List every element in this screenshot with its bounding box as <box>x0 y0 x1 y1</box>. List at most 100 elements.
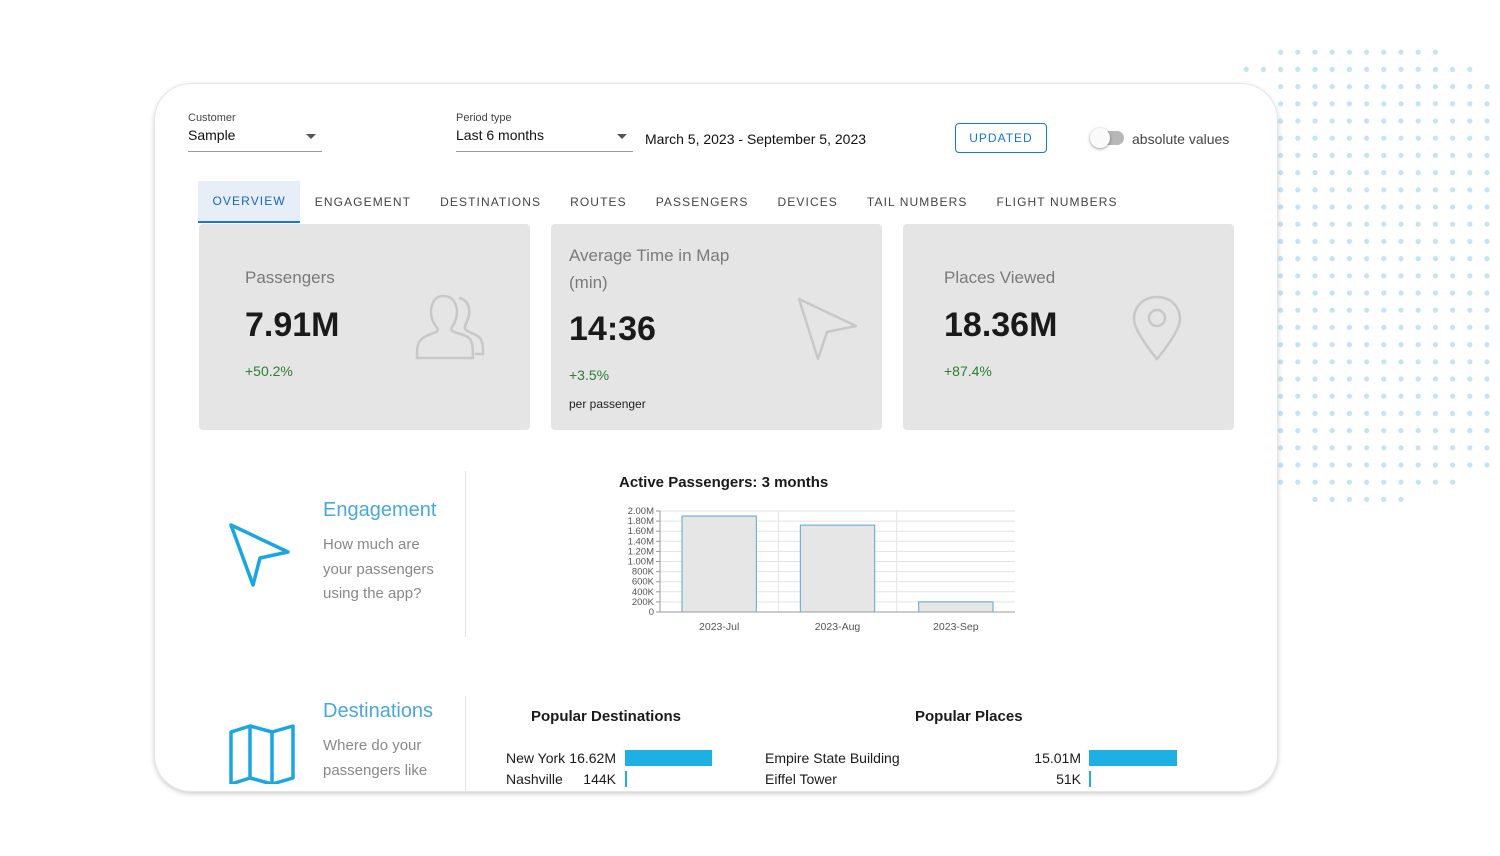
dot <box>1467 445 1473 451</box>
dot <box>1432 135 1438 141</box>
dot <box>1381 393 1387 399</box>
dot <box>1346 170 1352 176</box>
dot <box>1364 187 1370 193</box>
dot <box>1346 342 1352 348</box>
engagement-description: How much are your passengers using the a… <box>323 536 434 602</box>
dot <box>1484 410 1490 416</box>
dot <box>1312 170 1318 176</box>
x-tick-label: 2023-Jul <box>699 621 739 633</box>
dot <box>1415 49 1421 55</box>
dot <box>1329 359 1335 365</box>
tab-engagement[interactable]: ENGAGEMENT <box>314 195 412 209</box>
tab-destinations[interactable]: DESTINATIONS <box>440 195 542 209</box>
passengers-value: 7.91M <box>245 306 340 344</box>
dot <box>1329 324 1335 330</box>
dot <box>1329 187 1335 193</box>
dot <box>1381 66 1387 72</box>
dot <box>1398 307 1404 313</box>
tab-flight-numbers[interactable]: FLIGHT NUMBERS <box>996 195 1118 209</box>
tab-tail-numbers[interactable]: TAIL NUMBERS <box>866 195 968 209</box>
dot <box>1329 496 1335 502</box>
dot <box>1450 462 1456 468</box>
dot <box>1467 221 1473 227</box>
dot <box>1381 307 1387 313</box>
dot <box>1484 170 1490 176</box>
dot <box>1432 84 1438 90</box>
dot <box>1398 359 1404 365</box>
dot <box>1415 342 1421 348</box>
absolute-values-toggle[interactable] <box>1090 128 1124 148</box>
destination-value: 16.62M <box>569 750 616 766</box>
dot <box>1364 445 1370 451</box>
place-bar <box>1089 771 1091 787</box>
updated-button[interactable]: UPDATED <box>955 123 1047 153</box>
dot <box>1364 256 1370 262</box>
dot <box>1312 101 1318 107</box>
dot <box>1450 84 1456 90</box>
dot <box>1346 135 1352 141</box>
dot <box>1295 393 1301 399</box>
dot <box>1381 170 1387 176</box>
tab-overview[interactable]: OVERVIEW <box>198 181 301 223</box>
dot <box>1450 170 1456 176</box>
dot <box>1450 376 1456 382</box>
dot <box>1415 66 1421 72</box>
dot <box>1312 462 1318 468</box>
dot <box>1381 135 1387 141</box>
avg-time-value: 14:36 <box>569 310 656 348</box>
dot <box>1484 221 1490 227</box>
dot <box>1450 204 1456 210</box>
tab-passengers[interactable]: PASSENGERS <box>655 195 749 209</box>
tab-routes[interactable]: ROUTES <box>570 195 627 209</box>
section-divider <box>465 696 466 791</box>
dot <box>1381 445 1387 451</box>
dot <box>1432 410 1438 416</box>
popular-places-title: Popular Places <box>915 708 1023 725</box>
dot <box>1329 462 1335 468</box>
dot <box>1346 496 1352 502</box>
dot <box>1278 307 1284 313</box>
dot <box>1484 290 1490 296</box>
dot <box>1450 101 1456 107</box>
dot <box>1484 187 1490 193</box>
dot <box>1329 170 1335 176</box>
dot <box>1312 290 1318 296</box>
tab-devices[interactable]: DEVICES <box>777 195 838 209</box>
dot <box>1381 49 1387 55</box>
dot <box>1346 101 1352 107</box>
dot <box>1346 84 1352 90</box>
dot <box>1484 376 1490 382</box>
dot <box>1346 290 1352 296</box>
dot <box>1278 290 1284 296</box>
dashboard-card: Customer Sample Period type Last 6 month… <box>155 84 1277 791</box>
dot <box>1415 187 1421 193</box>
dot <box>1312 49 1318 55</box>
dot <box>1278 462 1284 468</box>
dot <box>1278 342 1284 348</box>
dot <box>1329 410 1335 416</box>
dot <box>1381 324 1387 330</box>
customer-select[interactable]: Customer Sample <box>188 112 322 152</box>
dot <box>1278 118 1284 124</box>
dot <box>1329 307 1335 313</box>
dot <box>1278 152 1284 158</box>
dot <box>1364 393 1370 399</box>
dot <box>1364 152 1370 158</box>
dot <box>1381 376 1387 382</box>
dot <box>1432 290 1438 296</box>
period-type-select[interactable]: Period type Last 6 months <box>456 112 633 152</box>
dot <box>1381 410 1387 416</box>
dot <box>1346 307 1352 313</box>
dot <box>1312 238 1318 244</box>
dot <box>1450 307 1456 313</box>
avg-time-note: per passenger <box>569 397 646 411</box>
dot <box>1364 66 1370 72</box>
dot <box>1312 84 1318 90</box>
dot <box>1415 290 1421 296</box>
dot <box>1295 324 1301 330</box>
dot <box>1432 342 1438 348</box>
dot <box>1432 393 1438 399</box>
dot <box>1278 479 1284 485</box>
dot <box>1484 445 1490 451</box>
dot <box>1432 324 1438 330</box>
